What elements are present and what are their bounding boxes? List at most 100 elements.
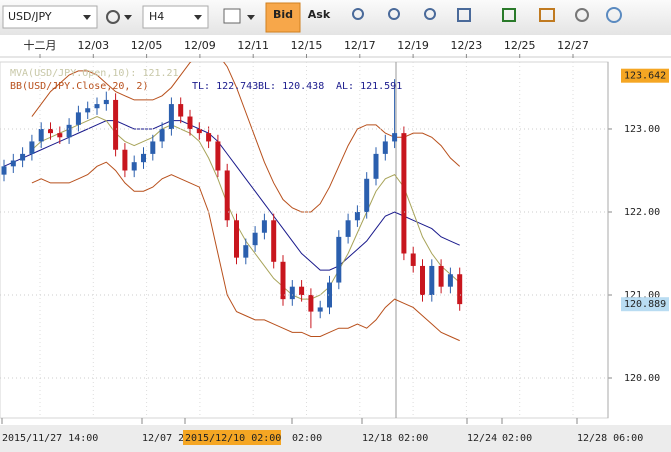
time-label: 02:00 <box>502 433 532 444</box>
candle-body <box>159 128 165 142</box>
timeframe-select[interactable] <box>142 5 209 29</box>
y-tick-label: 121.00 <box>624 290 660 301</box>
candle-body <box>289 286 295 300</box>
candle-body <box>234 220 239 258</box>
time-label: 2015/11/27 14:00 <box>2 433 98 444</box>
candle-body <box>224 170 230 221</box>
indicator-label: TL: 122.743 <box>192 81 258 92</box>
dropdown-arrow <box>247 15 255 20</box>
candle-body <box>345 220 351 237</box>
link-icon[interactable] <box>106 10 120 24</box>
candle-body <box>382 141 388 154</box>
date-label: 12/03 <box>77 39 109 52</box>
date-strip <box>0 35 671 57</box>
toolbar <box>0 0 671 35</box>
candle-body <box>20 153 26 161</box>
indicator-label: AL: 121.591 <box>336 81 402 92</box>
candle-body <box>131 162 137 171</box>
indicator-line <box>31 62 461 213</box>
dropdown-arrow <box>194 15 202 20</box>
dropdown-arrow <box>124 15 132 20</box>
plot-clip <box>1 62 574 418</box>
candle-body <box>38 128 44 142</box>
date-label: 12/23 <box>451 39 483 52</box>
chart-type-icon[interactable] <box>223 8 241 24</box>
candle-body <box>141 153 146 163</box>
candle-body <box>122 149 128 171</box>
indicator-line <box>3 120 460 271</box>
dropdown-arrow <box>83 15 91 20</box>
candle-body <box>373 153 379 179</box>
candle-body <box>187 116 193 129</box>
time-label: 12/24 <box>467 433 497 444</box>
candle-body <box>429 265 435 295</box>
candle-body <box>252 232 258 246</box>
candle-body <box>29 141 35 154</box>
candle-body <box>420 265 425 295</box>
candle-body <box>308 294 314 312</box>
candle-body <box>457 274 463 305</box>
time-axis <box>0 425 671 452</box>
indicator-line <box>31 161 460 342</box>
y-tick-label: 122.00 <box>624 207 660 218</box>
date-label: 12/09 <box>184 39 216 52</box>
candle-body <box>94 104 100 109</box>
candle-body <box>354 211 360 221</box>
date-label: 12/25 <box>504 39 536 52</box>
ask-label[interactable]: Ask <box>308 8 331 21</box>
candle-body <box>103 99 109 105</box>
time-label: 02:00 <box>292 433 322 444</box>
candle-body <box>66 124 72 138</box>
candle-body <box>215 141 221 171</box>
candle-body <box>1 166 7 175</box>
candle-body <box>57 133 63 138</box>
date-label: 12/17 <box>344 39 376 52</box>
price-marker <box>621 297 669 312</box>
indicator-label: BB(USD/JPY.Close,20, 2) <box>10 81 148 92</box>
candle-body <box>206 133 212 142</box>
candle-body <box>438 265 444 287</box>
time-label: 12/28 06:00 <box>577 433 643 444</box>
bid-button[interactable] <box>265 2 301 33</box>
plot-area <box>0 61 609 419</box>
symbol: USD/JPY <box>8 10 52 23</box>
candle-body <box>168 104 174 129</box>
date-label: 12/27 <box>557 39 589 52</box>
candle-body <box>447 274 453 287</box>
candle-body <box>85 108 91 113</box>
y-tick-label: 120.00 <box>624 373 660 384</box>
time-label: 2015/12/10 02:00 <box>185 433 281 444</box>
date-label: 12/05 <box>131 39 163 52</box>
candle-body <box>271 220 277 262</box>
bid-label: Bid <box>273 8 293 21</box>
time-label: 12/07 2 <box>142 433 184 444</box>
timeframe: H4 <box>149 10 164 23</box>
candle-body <box>243 245 249 258</box>
price-marker-label: 123.642 <box>624 71 666 82</box>
indicator-label: MVA(USD/JPY.Open,10): 121.21 <box>10 68 179 79</box>
candle-body <box>10 160 16 167</box>
candle-body <box>317 307 323 312</box>
candle-body <box>150 141 156 154</box>
candle-body <box>178 104 184 117</box>
date-label: 十二月 <box>24 38 57 52</box>
time-label: 12/18 02:00 <box>362 433 428 444</box>
date-label: 12/19 <box>397 39 429 52</box>
date-label: 12/11 <box>237 39 269 52</box>
price-marker-label: 120.889 <box>624 299 666 310</box>
tool-icons[interactable] <box>352 7 622 23</box>
symbol-select[interactable] <box>2 5 98 29</box>
date-label: 12/15 <box>291 39 323 52</box>
candle-body <box>299 286 305 295</box>
candle-body <box>392 133 398 142</box>
candle-body <box>48 128 53 134</box>
candle-body <box>401 133 407 254</box>
candle-body <box>364 178 370 212</box>
candle-body <box>410 253 416 266</box>
time-highlight <box>183 430 281 445</box>
candle-body <box>336 236 342 283</box>
price-marker <box>621 68 669 83</box>
candle-body <box>196 128 202 134</box>
indicator-label: BL: 120.438 <box>258 81 324 92</box>
